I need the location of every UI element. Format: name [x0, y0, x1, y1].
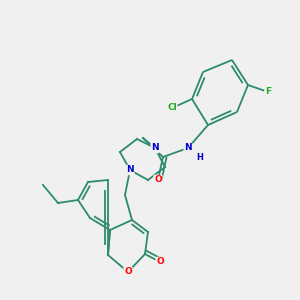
Text: H: H	[196, 152, 203, 161]
Text: N: N	[151, 143, 159, 152]
Text: Cl: Cl	[167, 103, 177, 112]
Text: N: N	[184, 143, 192, 152]
Text: O: O	[124, 268, 132, 277]
Text: O: O	[154, 176, 162, 184]
Text: O: O	[156, 257, 164, 266]
Text: F: F	[265, 88, 271, 97]
Text: N: N	[126, 166, 134, 175]
